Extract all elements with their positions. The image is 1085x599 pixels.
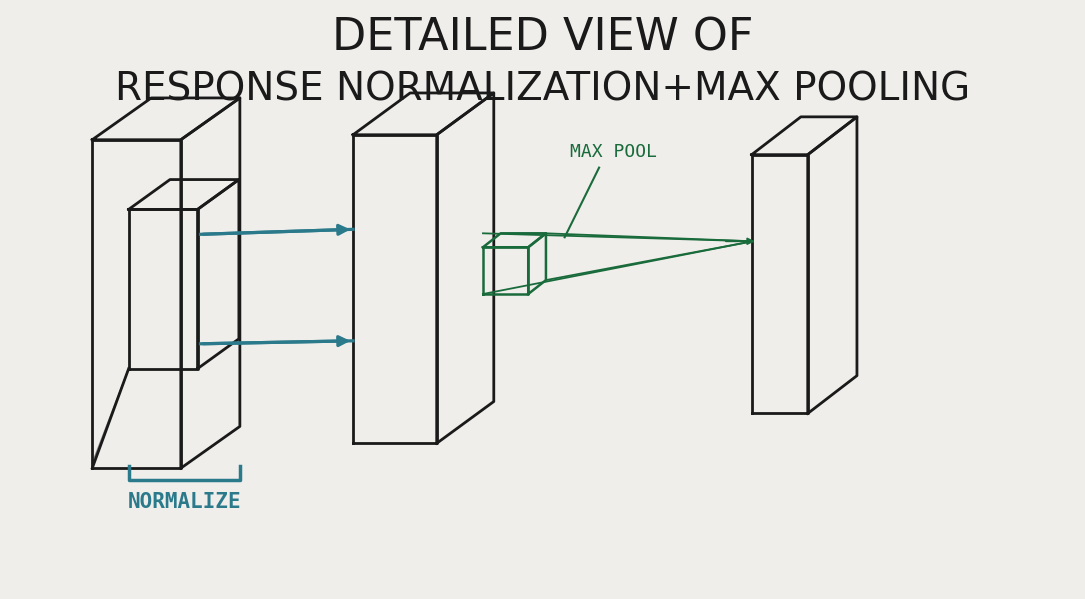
Text: MAX POOL: MAX POOL — [571, 143, 658, 161]
Text: NORMALIZE: NORMALIZE — [127, 492, 241, 512]
Text: DETAILED VIEW OF: DETAILED VIEW OF — [332, 17, 753, 60]
Text: RESPONSE NORMALIZATION+MAX POOLING: RESPONSE NORMALIZATION+MAX POOLING — [115, 71, 970, 109]
